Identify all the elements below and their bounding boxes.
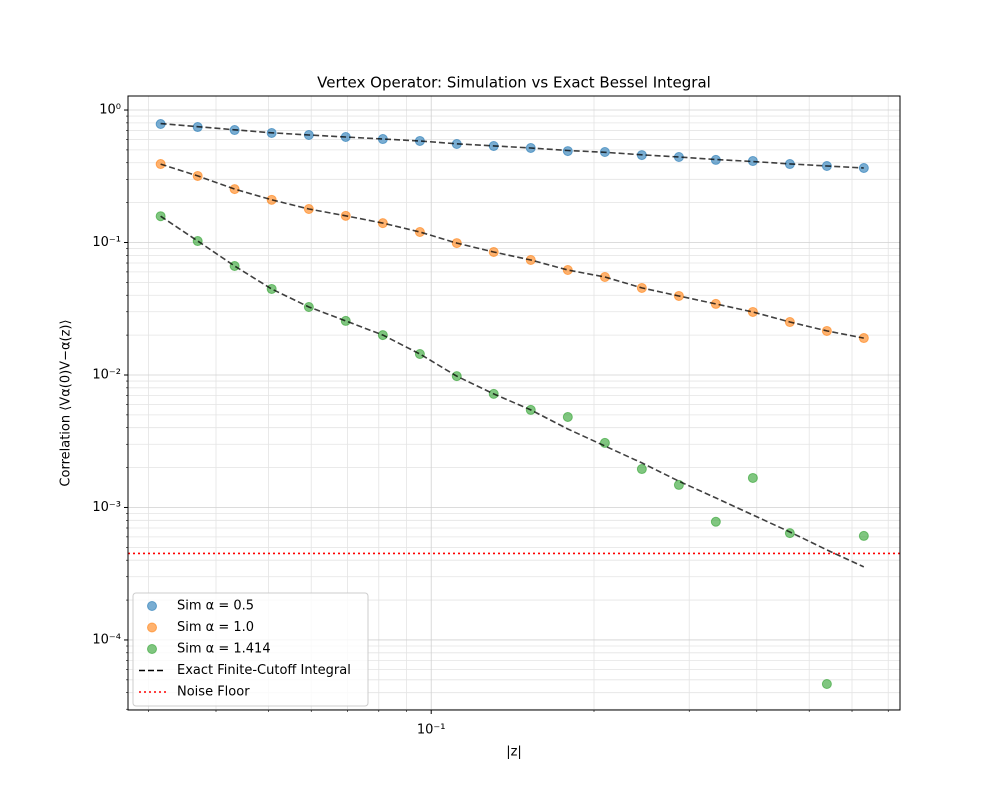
plot-frame bbox=[127, 95, 901, 711]
data-point bbox=[229, 260, 240, 271]
data-point bbox=[414, 349, 425, 360]
legend-label: Noise Floor bbox=[177, 685, 250, 700]
data-point bbox=[229, 184, 240, 195]
data-point bbox=[821, 679, 832, 690]
y-tick-label: 10⁻¹ bbox=[92, 235, 121, 250]
data-point bbox=[858, 530, 869, 541]
data-point bbox=[414, 227, 425, 238]
legend-marker bbox=[147, 622, 157, 633]
legend-box bbox=[132, 592, 369, 707]
data-point bbox=[192, 236, 203, 247]
data-point bbox=[562, 265, 573, 276]
legend: Sim α = 0.5 Sim α = 1.0 Sim α = 1.414 Exact… bbox=[132, 592, 369, 707]
data-point bbox=[340, 315, 351, 326]
y-tick-label: 10⁻³ bbox=[92, 500, 121, 515]
legend-marker bbox=[147, 601, 157, 611]
data-point bbox=[599, 272, 610, 283]
data-point bbox=[710, 298, 721, 309]
legend-label: Sim α = 0.5 bbox=[177, 599, 254, 614]
exact-line bbox=[160, 215, 865, 568]
x-tick-label: 10⁻¹ bbox=[417, 723, 446, 738]
exact-line bbox=[160, 163, 864, 339]
chart-title: Vertex Operator: Simulation vs Exact Bes… bbox=[317, 74, 711, 92]
data-point bbox=[562, 411, 573, 422]
data-point bbox=[599, 437, 610, 448]
legend-label: Sim α = 1.0 bbox=[177, 620, 254, 635]
data-point bbox=[636, 464, 647, 475]
data-point bbox=[266, 283, 277, 294]
y-tick-label: 10⁻² bbox=[92, 367, 121, 382]
data-point bbox=[747, 306, 758, 317]
x-axis-label: |z| bbox=[506, 745, 522, 760]
y-tick-label: 10⁻⁴ bbox=[92, 632, 121, 647]
data-point bbox=[710, 516, 721, 527]
y-axis-label: Correlation ⟨Vα(0)V−α(z)⟩ bbox=[59, 319, 74, 486]
legend-label: Sim α = 1.414 bbox=[177, 642, 271, 657]
data-point bbox=[858, 163, 869, 174]
data-point bbox=[266, 194, 277, 205]
data-point bbox=[858, 333, 869, 344]
legend-label: Exact Finite-Cutoff Integral bbox=[177, 663, 351, 678]
exact-line bbox=[160, 122, 864, 169]
y-tick-label: 10⁰ bbox=[99, 103, 121, 118]
legend-marker bbox=[147, 644, 157, 654]
data-point bbox=[747, 472, 758, 483]
